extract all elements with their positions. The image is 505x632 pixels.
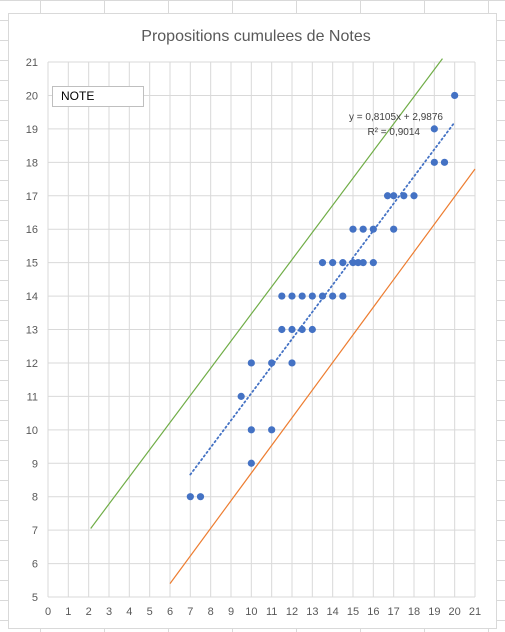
data-point <box>410 192 418 200</box>
x-tick-label: 12 <box>286 606 298 618</box>
data-point <box>339 259 347 267</box>
data-point <box>369 225 377 233</box>
x-tick-label: 8 <box>208 606 214 618</box>
data-point <box>349 259 357 267</box>
data-point <box>430 158 438 166</box>
data-point <box>359 259 367 267</box>
y-tick-label: 5 <box>32 592 38 604</box>
data-point <box>308 325 316 334</box>
x-tick-label: 17 <box>388 606 400 618</box>
y-tick-label: 6 <box>32 559 38 571</box>
data-point <box>288 359 296 367</box>
data-point <box>308 292 316 300</box>
x-tick-label: 18 <box>408 606 420 618</box>
x-tick-label: 16 <box>367 606 379 618</box>
data-point <box>383 192 392 200</box>
legend-label: NOTE <box>61 89 95 103</box>
data-point <box>430 125 438 133</box>
x-tick-label: 4 <box>126 606 132 618</box>
x-tick-label: 3 <box>106 606 112 618</box>
data-points <box>186 91 459 501</box>
x-tick-label: 15 <box>347 606 359 618</box>
data-point <box>329 292 337 300</box>
y-tick-label: 10 <box>26 425 38 437</box>
x-tick-label: 2 <box>86 606 92 618</box>
data-point <box>288 292 296 300</box>
y-tick-label: 9 <box>32 458 38 470</box>
data-point <box>186 493 194 501</box>
data-point <box>451 91 459 100</box>
x-tick-label: 11 <box>266 606 277 618</box>
data-point <box>354 259 362 267</box>
data-point <box>390 225 398 233</box>
data-point <box>359 225 367 233</box>
x-tick-label: 0 <box>45 606 51 618</box>
x-tick-label: 14 <box>327 606 339 618</box>
legend-box[interactable]: NOTE <box>52 86 144 107</box>
data-point <box>298 325 306 334</box>
data-point <box>278 292 286 300</box>
reference-line <box>169 168 476 584</box>
x-tick-label: 10 <box>245 606 257 618</box>
x-tick-label: 7 <box>187 606 193 618</box>
y-tick-label: 12 <box>26 358 38 370</box>
y-tick-label: 11 <box>27 391 38 403</box>
data-point <box>288 325 296 334</box>
x-tick-label: 5 <box>147 606 153 618</box>
data-point <box>298 292 306 300</box>
x-tick-label: 19 <box>428 606 440 618</box>
x-tick-label: 21 <box>469 606 481 618</box>
reference-lines <box>90 58 476 584</box>
x-tick-label: 6 <box>167 606 173 618</box>
chart-title: Propositions cumulees de Notes <box>141 28 370 45</box>
data-point <box>400 192 408 200</box>
data-point <box>247 359 255 367</box>
x-tick-label: 9 <box>228 606 234 618</box>
plot-gridlines <box>47 61 476 598</box>
y-tick-label: 7 <box>32 525 38 537</box>
data-point <box>247 426 255 434</box>
data-point <box>318 259 327 267</box>
data-point <box>349 225 357 233</box>
data-point <box>318 292 327 300</box>
y-tick-label: 13 <box>26 325 38 337</box>
x-tick-label: 13 <box>306 606 318 618</box>
data-point <box>268 426 276 434</box>
data-point <box>247 459 255 467</box>
trendline-equation: y = 0,8105x + 2,9876 <box>349 112 443 123</box>
data-point <box>268 359 276 367</box>
data-point <box>440 158 449 166</box>
chart-frame[interactable] <box>8 13 497 629</box>
y-tick-label: 20 <box>26 90 38 102</box>
y-tick-label: 19 <box>26 124 38 136</box>
y-tick-label: 14 <box>26 291 38 303</box>
x-tick-label: 20 <box>449 606 461 618</box>
y-tick-label: 16 <box>26 224 38 236</box>
data-point <box>369 259 377 267</box>
y-tick-label: 21 <box>26 57 38 69</box>
y-tick-label: 15 <box>26 258 38 270</box>
x-tick-label: 1 <box>65 606 71 618</box>
reference-line <box>90 58 443 529</box>
trendline-r2: R² = 0,9014 <box>367 127 420 138</box>
axis-tick-labels: 0 1 2 3 4 5 6 7 8 9 10 11 12 13 14 15 16 17 18 19 20 21567891… <box>26 57 481 618</box>
y-tick-label: 8 <box>32 492 38 504</box>
data-point <box>196 493 205 501</box>
data-point <box>329 259 337 267</box>
data-point <box>339 292 347 300</box>
y-tick-label: 17 <box>26 191 38 203</box>
y-tick-label: 18 <box>26 157 38 169</box>
data-point <box>390 192 398 200</box>
data-point <box>237 392 245 400</box>
data-point <box>278 325 286 334</box>
